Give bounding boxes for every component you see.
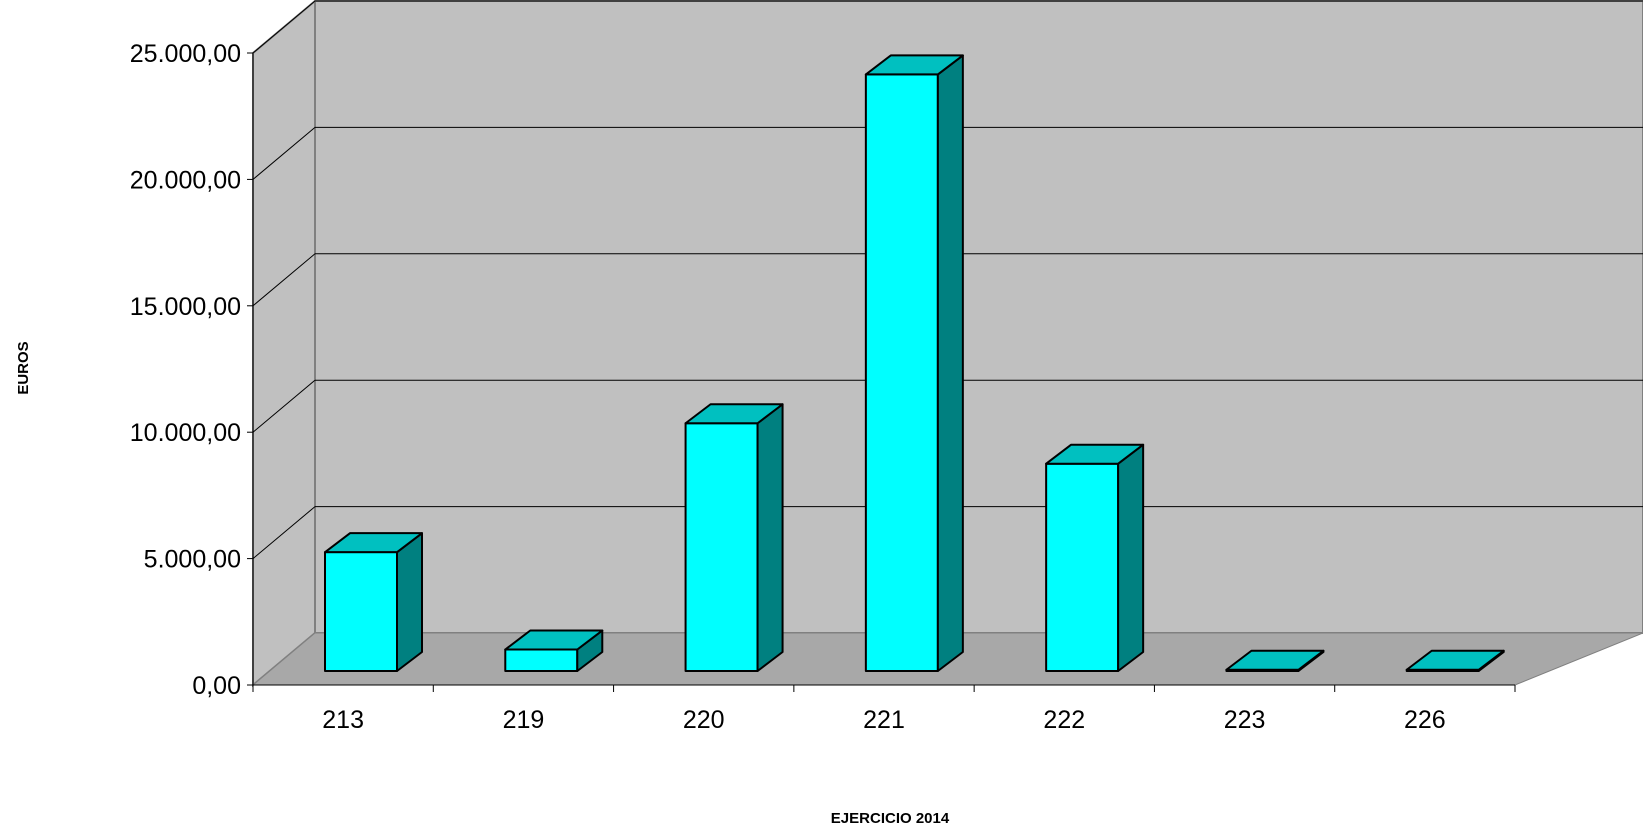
- bar-top: [1045, 443, 1145, 465]
- y-tick-label: 5.000,00: [144, 546, 241, 574]
- x-tick-label: 220: [683, 706, 725, 734]
- bar-top: [684, 403, 784, 425]
- bar-front: [324, 551, 398, 672]
- y-tick-label: 10.000,00: [130, 419, 241, 447]
- x-tick-label: 222: [1043, 706, 1085, 734]
- x-tick-label: 213: [322, 706, 364, 734]
- y-tick-label: 20.000,00: [130, 166, 241, 194]
- bar-221: [864, 54, 964, 672]
- gridline-side: [252, 0, 316, 54]
- bar-top: [324, 532, 423, 554]
- bar-front: [504, 648, 579, 672]
- x-tick-label: 221: [863, 706, 905, 734]
- y-tick-label: 15.000,00: [130, 293, 241, 321]
- bar-226: [1405, 649, 1505, 672]
- bar-top: [1405, 649, 1505, 671]
- bar-front: [864, 73, 939, 672]
- x-axis-title: EJERCICIO 2014: [831, 810, 950, 827]
- x-tick-label: 226: [1404, 706, 1446, 734]
- side-wall: [252, 0, 316, 688]
- x-tick-label: 223: [1224, 706, 1266, 734]
- bar-219: [504, 629, 604, 672]
- bar-223: [1225, 649, 1325, 672]
- bar-top: [504, 629, 604, 651]
- gridline-side: [252, 253, 316, 307]
- gridline-side: [252, 127, 316, 180]
- bar-front: [1045, 462, 1120, 672]
- y-tick-label: 0,00: [192, 672, 241, 700]
- bar-side: [396, 532, 423, 672]
- axes: [247, 52, 1516, 692]
- bars: [324, 54, 1505, 672]
- gridline-side: [252, 379, 316, 433]
- y-tick-label: 25.000,00: [130, 40, 241, 68]
- bar-213: [324, 532, 423, 672]
- bar-side: [756, 403, 784, 672]
- tick-labels: 0,00 5.000,00 10.000,00 15.000,00 20.000,00 2…: [130, 40, 1446, 734]
- bar-side: [1117, 443, 1145, 672]
- y-axis-title: EUROS: [15, 341, 32, 394]
- bar-222: [1045, 443, 1145, 672]
- gridlines: [252, 0, 1643, 559]
- bar-220: [684, 403, 784, 672]
- gridline-side: [252, 506, 316, 559]
- back-wall: [314, 0, 1643, 634]
- bar-top: [1225, 649, 1325, 671]
- bar-front: [684, 422, 759, 672]
- bar-top: [864, 54, 964, 76]
- bar-side: [936, 54, 964, 672]
- x-tick-label: 219: [503, 706, 545, 734]
